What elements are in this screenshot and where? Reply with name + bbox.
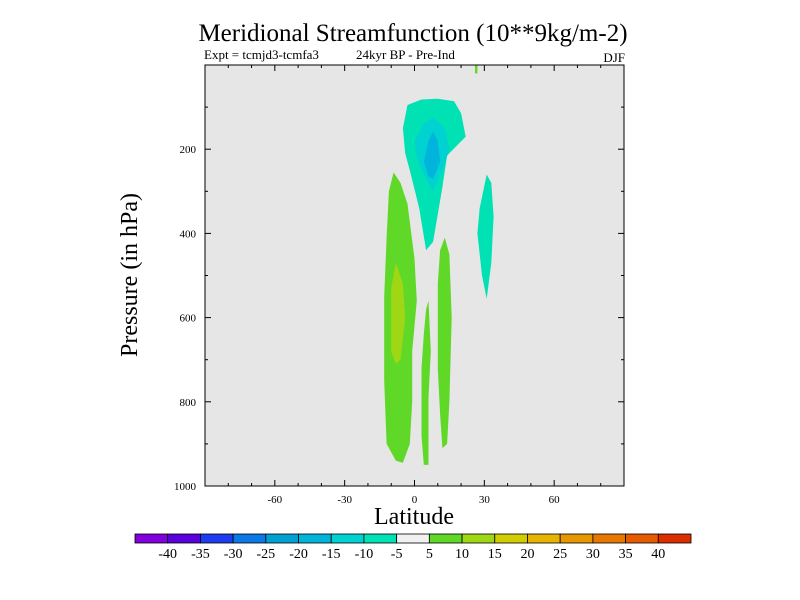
axis-ticks: -60 -30 0 30 60 200 400 600 800 1000 (174, 65, 624, 506)
colorbar-swatch (494, 533, 528, 544)
y-tick-label: 400 (180, 228, 197, 240)
colorbar-swatch (134, 533, 169, 544)
colorbar-label: 5 (426, 547, 433, 562)
contour-regions (384, 65, 494, 465)
contour-region-8 (475, 65, 478, 74)
colorbar-label: -30 (224, 547, 243, 562)
colorbar-swatch (527, 533, 561, 544)
y-tick-label: 800 (180, 397, 197, 409)
colorbar-label: 20 (520, 547, 534, 562)
period-label: 24kyr BP - Pre-Ind (356, 47, 455, 62)
x-tick-label: -30 (337, 494, 352, 506)
y-tick-label: 1000 (174, 481, 197, 493)
colorbar-swatch (559, 533, 594, 544)
colorbar: -40 -35 -30 -25 -20 -15 -10 -5 5 10 15 20 25 30 35 40 (134, 533, 692, 562)
colorbar-swatch (657, 533, 692, 544)
colorbar-swatch (461, 533, 496, 544)
colorbar-swatch (265, 533, 299, 544)
x-tick-label: 0 (412, 494, 418, 506)
y-tick-label: 600 (180, 313, 197, 325)
contour-region-3 (477, 174, 494, 299)
contour-region-2 (423, 131, 441, 179)
colorbar-label: -15 (322, 547, 341, 562)
colorbar-swatch (298, 533, 332, 544)
colorbar-swatch (592, 533, 626, 544)
colorbar-label: 35 (619, 547, 633, 562)
colorbar-swatch (200, 533, 234, 544)
contour-region-6 (437, 237, 452, 449)
colorbar-swatch (428, 533, 463, 544)
colorbar-label: 25 (553, 547, 567, 562)
colorbar-label: 15 (488, 547, 502, 562)
colorbar-swatch (167, 533, 201, 544)
x-tick-label: 30 (479, 494, 491, 506)
colorbar-swatch (330, 533, 365, 544)
y-axis-label: Pressure (in hPa) (117, 193, 143, 357)
colorbar-label: 30 (586, 547, 600, 562)
y-tick-label: 200 (180, 144, 197, 156)
colorbar-label: -40 (158, 547, 177, 562)
x-tick-label: 60 (549, 494, 561, 506)
x-axis-label: Latitude (374, 504, 454, 530)
contour-region-5 (391, 262, 406, 364)
colorbar-label: -20 (289, 547, 308, 562)
colorbar-label: 40 (651, 547, 665, 562)
colorbar-label: 10 (455, 547, 469, 562)
colorbar-swatch (396, 533, 430, 544)
colorbar-label: -5 (391, 547, 403, 562)
experiment-label: Expt = tcmjd3-tcmfa3 (204, 47, 319, 62)
colorbar-swatch (363, 533, 398, 544)
contour-region-7 (421, 300, 431, 465)
colorbar-label: -35 (191, 547, 210, 562)
colorbar-label: -10 (355, 547, 374, 562)
colorbar-swatch (232, 533, 267, 544)
colorbar-label: -25 (256, 547, 275, 562)
colorbar-swatch (625, 533, 659, 544)
season-label: DJF (603, 50, 625, 65)
chart-title: Meridional Streamfunction (10**9kg/m-2) (198, 20, 627, 47)
x-tick-label: -60 (267, 494, 282, 506)
